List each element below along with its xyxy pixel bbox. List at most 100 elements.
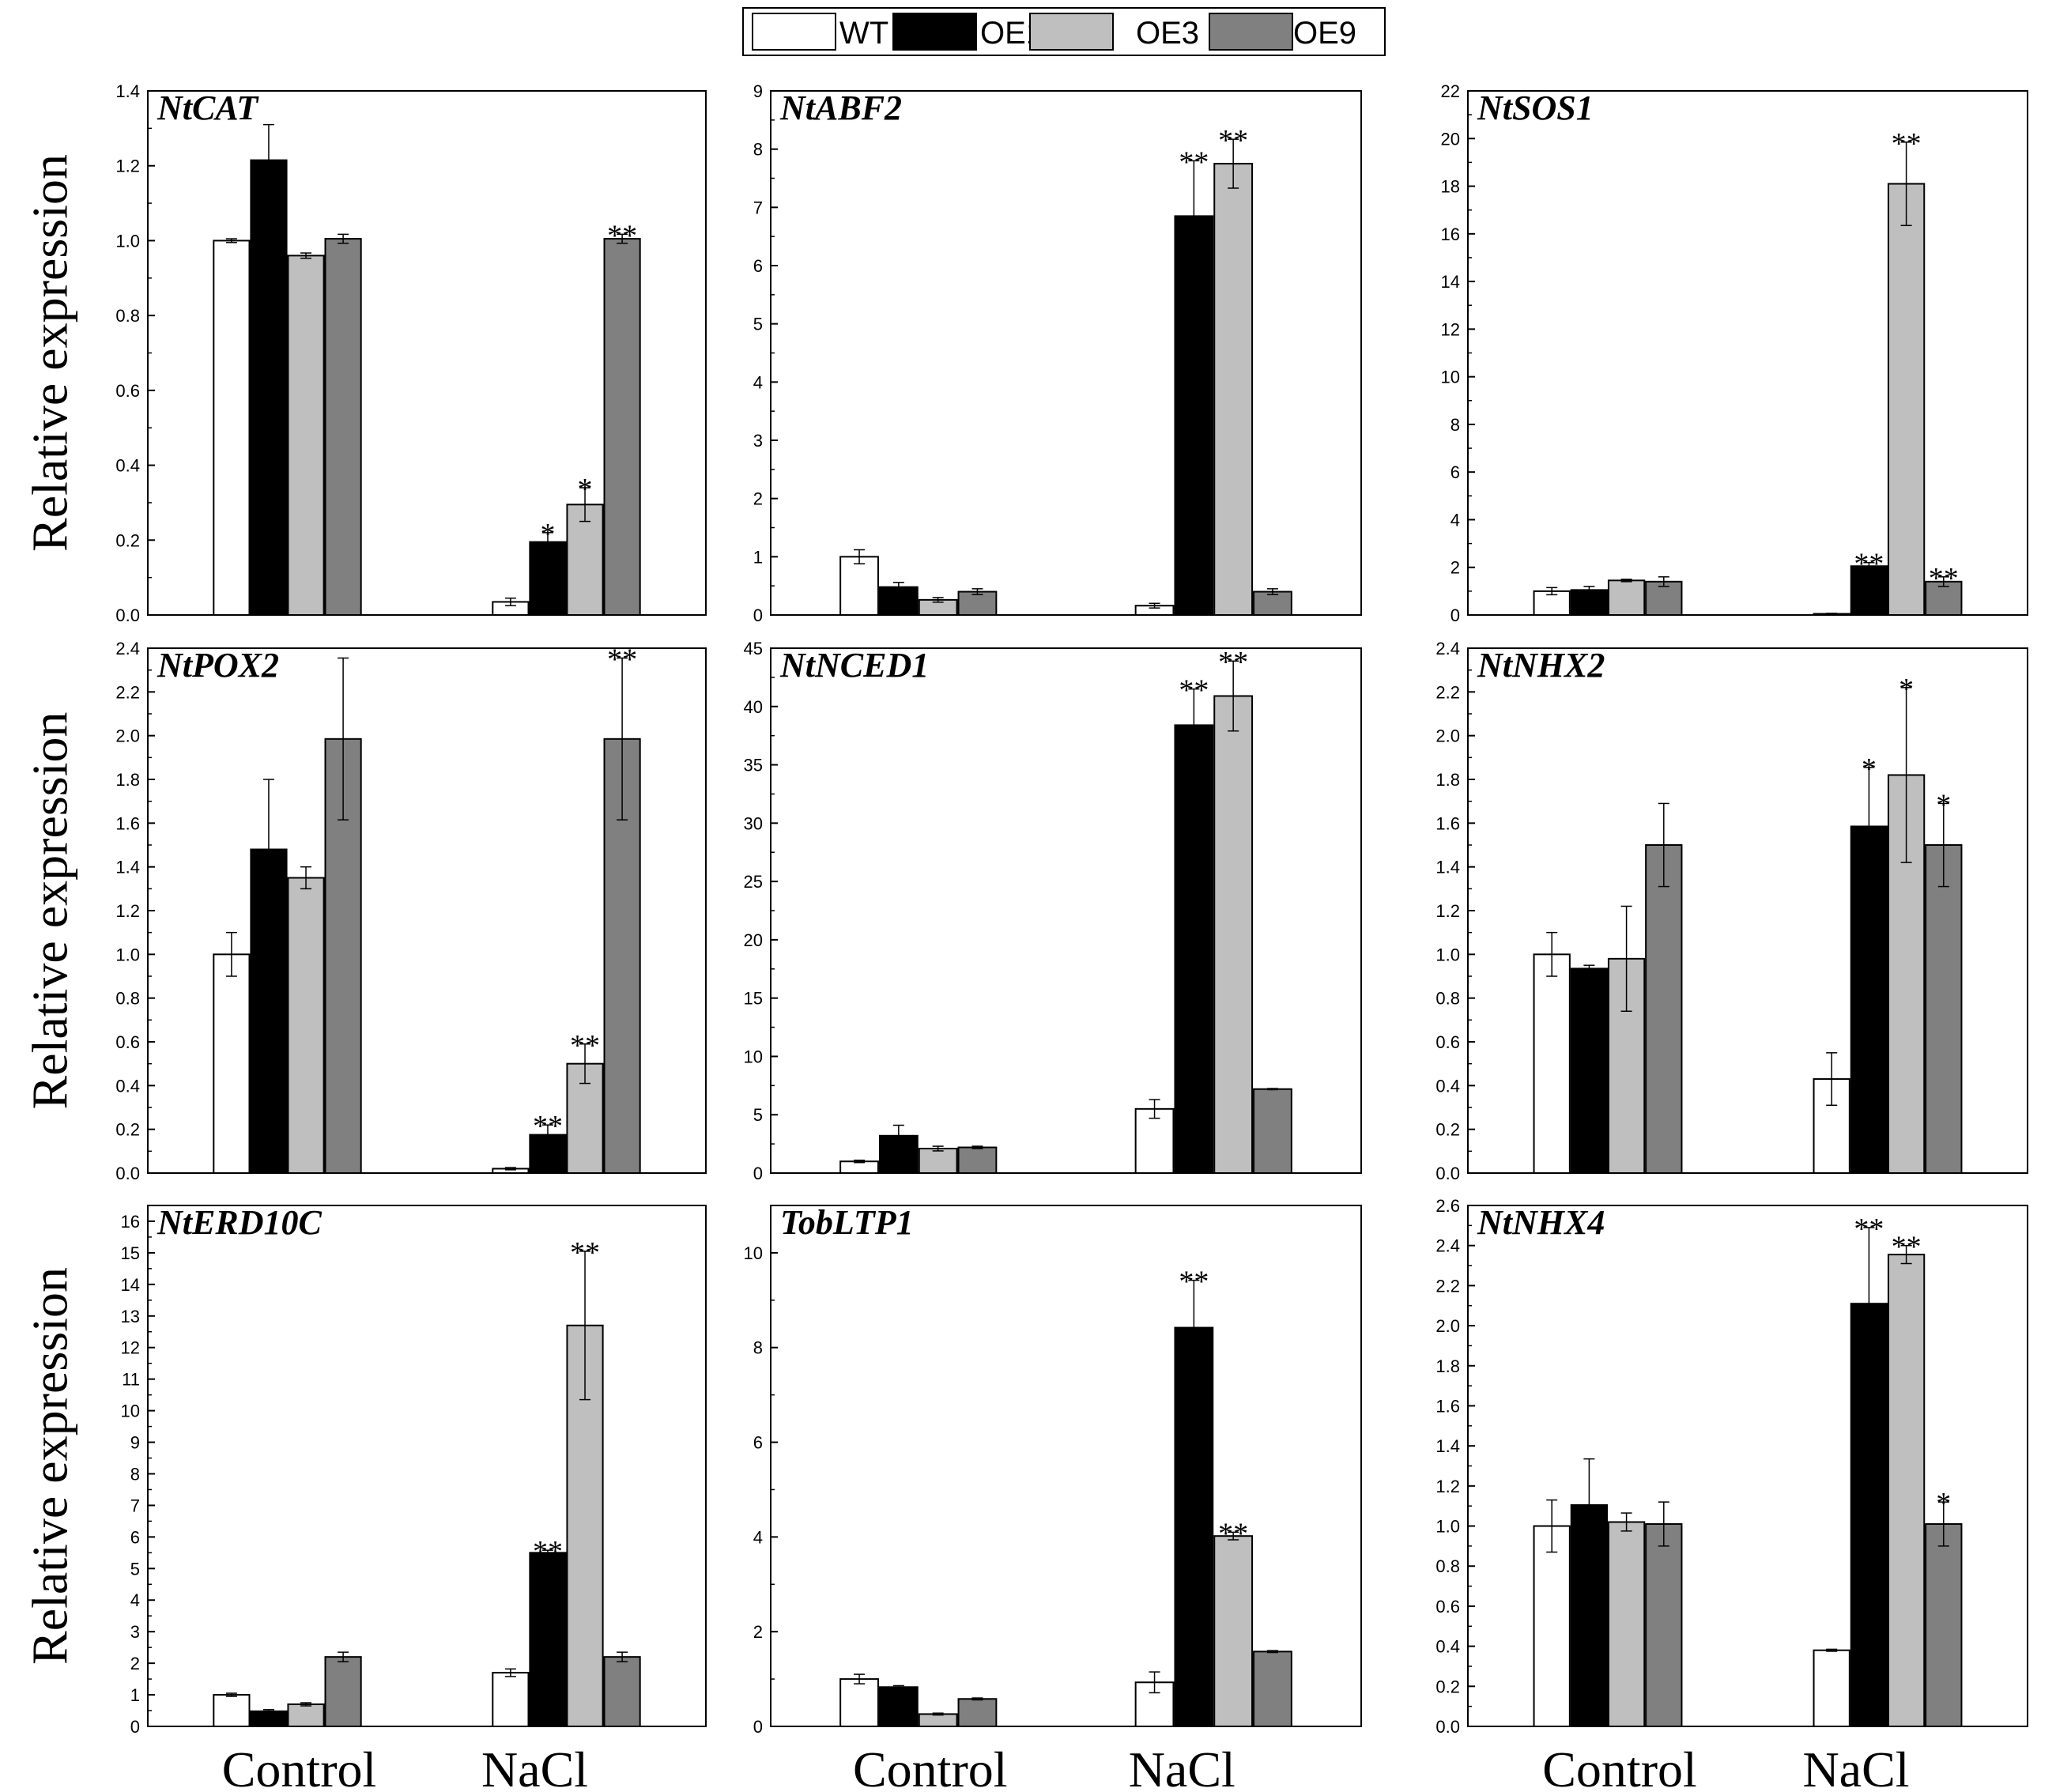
y-tick-label: 0 [753,1717,763,1737]
y-tick-label: 0.2 [115,1120,140,1140]
significance-marker: * [578,473,593,506]
bar-oe9-control [1645,580,1683,616]
y-tick-label: 9 [753,81,763,101]
x-category-nacl-col-1: NaCl [481,1741,588,1792]
bar-oe3-control [1607,1521,1646,1727]
y-tick-label: 22 [1441,81,1460,101]
y-tick-label: 0.0 [1435,1717,1460,1737]
y-tick-label: 4 [1451,510,1460,530]
chart-panel-ntnced1: 0 5 10 15 20 25 30 35 40 45 NtNCED1 ** ** [744,639,1362,1183]
bar-wt-control [1533,1525,1571,1727]
significance-marker: ** [607,643,637,676]
y-tick-label: 0.0 [115,1164,140,1183]
y-tick-label: 10 [744,1243,763,1263]
y-tick-label: 7 [753,198,763,217]
y-tick-label: 7 [130,1496,140,1515]
y-tick-label: 1.6 [1435,1396,1460,1416]
y-tick-label: 10 [744,1047,763,1066]
chart-panel-ntcat: 0.00.20.40.60.81.01.21.4 NtCAT**** [115,81,707,625]
bar-oe3-control [918,1148,958,1174]
bar-oe3-control [287,877,325,1174]
y-tick-label: 0.2 [1435,1677,1460,1696]
y-tick-label: 1.8 [115,770,140,790]
panel-title: NtABF2 [779,89,902,127]
y-tick-label: 16 [1441,224,1460,244]
bar-wt-control [839,556,879,616]
bar-oe9-control [1645,844,1683,1174]
y-tick-label: 6 [1451,462,1460,482]
y-axis-label-row-1: Relative expression [21,154,77,552]
significance-marker: ** [570,1236,600,1269]
y-tick-label: 0.8 [115,306,140,326]
y-tick-label: 5 [130,1559,140,1579]
bar-oe1-control [1570,589,1609,616]
y-tick-label: 4 [753,372,763,392]
bar-oe9-control [957,590,998,616]
significance-marker: * [1936,788,1951,821]
chart-panel-ntsos1: 0 2 4 6 8 10 12 14 16 18 20 22 NtSOS1 ** ** ** [1441,81,2028,625]
significance-marker: ** [1179,145,1209,179]
bar-oe3-control [1607,579,1646,616]
bar-oe1-nacl [1174,215,1214,616]
bar-oe9-nacl [1925,844,1963,1174]
y-tick-label: 13 [121,1307,140,1326]
y-tick-label: 11 [122,1370,140,1390]
y-tick-label: 14 [1441,272,1460,292]
y-tick-label: 35 [744,756,763,775]
bar-oe3-nacl [1887,1254,1926,1727]
y-tick-label: 1.2 [1435,1477,1460,1496]
significance-marker: ** [570,1029,600,1062]
y-tick-label: 6 [753,256,763,276]
panel-title: NtSOS1 [1477,89,1594,127]
legend-label-oe3: OE3 [1136,16,1199,51]
y-tick-label: 4 [130,1590,140,1610]
significance-marker: ** [1179,1266,1209,1299]
bar-oe9-nacl [603,238,641,616]
y-tick-label: 0.4 [1435,1076,1460,1096]
bar-wt-control [213,240,251,616]
y-tick-label: 2.0 [1435,1316,1460,1336]
y-tick-label: 0 [130,1717,140,1737]
bar-oe3-nacl [1887,183,1926,617]
y-axis-labels: Relative expression Relative expression Re… [21,154,77,1665]
panel-title: NtNCED1 [779,646,929,685]
x-category-labels: Control NaCl Control NaCl Control NaCl [222,1741,1910,1792]
significance-marker: * [1936,1487,1951,1520]
chart-panel-ntabf2: 0 1 2 3 4 5 6 7 8 9 NtABF2 ** ** [753,81,1362,625]
significance-marker: ** [1179,674,1209,707]
y-tick-label: 1.0 [115,945,140,964]
y-tick-label: 0 [753,1164,763,1183]
y-tick-label: 0.2 [115,530,140,550]
bar-oe9-control [324,1656,362,1727]
y-tick-label: 6 [753,1433,763,1453]
y-tick-label: 2.0 [1435,726,1460,746]
y-tick-label: 1.0 [1435,945,1460,964]
bar-wt-control [213,953,251,1175]
plot-frame [770,1205,1362,1727]
bar-wt-control [839,1678,879,1727]
plot-frame [770,90,1362,616]
significance-marker: ** [1218,1517,1248,1550]
y-tick-label: 2.6 [1435,1196,1460,1216]
y-tick-label: 12 [1441,319,1460,339]
bar-oe9-nacl [1253,1088,1292,1175]
bar-oe3-nacl [566,504,604,617]
y-tick-label: 4 [753,1527,763,1547]
bar-oe9-nacl [603,1656,641,1727]
y-tick-label: 0.0 [1435,1164,1460,1183]
y-tick-label: 2 [1451,558,1460,578]
significance-marker: * [1862,753,1877,786]
y-tick-label: 8 [130,1464,140,1484]
legend-swatch-oe9 [1209,13,1293,51]
y-tick-label: 0.4 [115,1076,140,1096]
legend-swatch-oe3 [1029,13,1114,51]
significance-marker: ** [1854,548,1884,581]
bar-oe3-nacl [1213,163,1254,617]
bar-oe9-control [957,1698,998,1727]
bar-oe1-nacl [1850,565,1888,617]
y-tick-label: 25 [744,872,763,892]
bar-oe3-control [918,1713,958,1727]
y-tick-label: 2 [753,1622,763,1642]
bar-wt-control [213,1694,251,1727]
y-tick-label: 0.6 [115,1032,140,1052]
